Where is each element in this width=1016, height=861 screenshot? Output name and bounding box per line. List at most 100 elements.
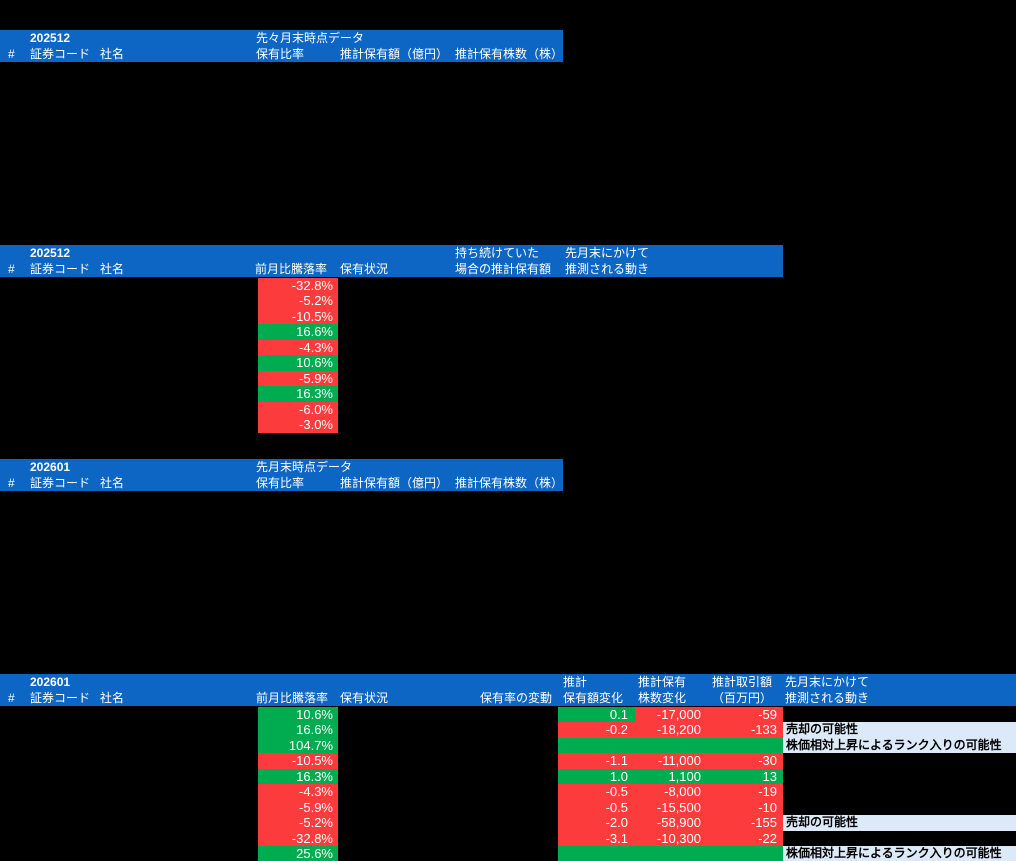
shares-change-cell[interactable]: -17,000 [635,706,710,723]
section3-col-code: 証券コード [30,476,91,490]
section1-period: 202512 [30,31,71,45]
tx-amount-cell[interactable]: -10 [710,799,783,816]
section1-col-name: 社名 [100,47,125,61]
shares-change-cell[interactable]: -11,000 [635,753,710,769]
pct-change-cell[interactable]: -32.8% [258,830,338,847]
section2-col-move-line1: 先月末にかけて [565,246,650,260]
pct-change-cell[interactable]: 104.7% [258,737,338,754]
section2-col-status: 保有状況 [340,262,389,276]
section4-col-status: 保有状況 [340,691,389,705]
section4-col-tx-line2: （百万円） [712,691,773,705]
section2-col-kept-line1: 持ち続けていた [455,246,540,260]
pct-change-cell[interactable]: 16.6% [258,324,338,340]
section2-col-change: 前月比騰落率 [255,262,328,276]
amount-change-cell[interactable]: -2.0 [558,815,635,831]
shares-change-cell[interactable] [635,846,710,861]
section4-col-shares-line2: 株数変化 [638,691,687,705]
section2-col-move-line2: 推測される動き [565,262,650,276]
section3-col-shares: 推計保有株数（株） [455,476,564,490]
pct-change-cell[interactable]: 25.6% [258,846,338,861]
move-note-cell[interactable]: 売却の可能性 [783,722,1016,738]
table-row: -4.3% [0,339,1016,356]
pct-change-cell[interactable]: -10.5% [258,753,338,769]
section4-col-tx-line1: 推計取引額 [712,675,773,689]
section4-col-name: 社名 [100,691,125,705]
tx-amount-cell[interactable]: -30 [710,753,783,769]
shares-change-cell[interactable]: -18,200 [635,722,710,738]
pct-change-cell[interactable]: 16.3% [258,386,338,402]
amount-change-cell[interactable]: 1.0 [558,768,635,785]
section2-rows: -32.8% -5.2% -10.5% 16.6% -4.3% 10.6% -5… [0,277,1016,433]
section2-col-kept-line2: 場合の推計保有額 [455,262,552,276]
table-row: 104.7% 株価相対上昇によるランク入りの可能性 [0,737,1016,754]
section1-col-amount: 推計保有額（億円） [340,47,449,61]
move-note-cell[interactable] [783,784,1016,800]
section2-col-num: # [8,262,15,276]
amount-change-cell[interactable] [558,846,635,861]
pct-change-cell[interactable]: 16.6% [258,722,338,738]
pct-change-cell[interactable]: -4.3% [258,784,338,800]
section3-col-ratio: 保有比率 [256,476,305,490]
pct-change-cell[interactable]: -6.0% [258,401,338,418]
amount-change-cell[interactable]: -0.5 [558,799,635,816]
pct-change-cell[interactable]: -5.2% [258,293,338,309]
tx-amount-cell[interactable]: -133 [710,722,783,738]
table-row: -10.5% -1.1 -11,000 -30 [0,753,1016,769]
shares-change-cell[interactable]: 1,100 [635,768,710,785]
amount-change-cell[interactable]: 0.1 [558,706,635,723]
section2-period: 202512 [30,246,71,260]
pct-change-cell[interactable]: 10.6% [258,706,338,723]
table-row: 25.6% 株価相対上昇によるランク入りの可能性 [0,846,1016,861]
shares-change-cell[interactable]: -58,900 [635,815,710,831]
table-row: -32.8% -3.1 -10,300 -22 [0,830,1016,847]
amount-change-cell[interactable]: -0.2 [558,722,635,738]
tx-amount-cell[interactable]: -19 [710,784,783,800]
section4-col-change: 前月比騰落率 [256,691,329,705]
pct-change-cell[interactable]: -5.9% [258,799,338,816]
table-row: -4.3% -0.5 -8,000 -19 [0,784,1016,800]
move-note-cell[interactable] [783,831,1016,847]
table-row: 10.6% [0,355,1016,371]
pct-change-cell[interactable]: -5.9% [258,370,338,387]
section4-col-code: 証券コード [30,691,91,705]
move-note-cell[interactable]: 株価相対上昇によるランク入りの可能性 [783,737,1016,754]
section4-col-shares-line1: 推計保有 [638,675,687,689]
table-row: 16.6% -0.2 -18,200 -133 売却の可能性 [0,722,1016,738]
move-note-cell[interactable] [783,769,1016,785]
tx-amount-cell[interactable]: -59 [710,706,783,723]
section1-col-num: # [8,47,15,61]
section1-header: 202512 先々月末時点データ # 証券コード 社名 保有比率 推計保有額（億… [0,30,563,62]
move-note-cell[interactable]: 売却の可能性 [783,815,1016,831]
pct-change-cell[interactable]: -5.2% [258,815,338,831]
move-note-cell[interactable] [783,753,1016,769]
pct-change-cell[interactable]: -10.5% [258,308,338,325]
section2-header: 202512 持ち続けていた 先月末にかけて # 証券コード 社名 前月比騰落率… [0,245,783,277]
shares-change-cell[interactable]: -15,500 [635,799,710,816]
move-note-cell[interactable] [783,707,1016,723]
pct-change-cell[interactable]: 10.6% [258,355,338,371]
section4-col-amt-line2: 保有額変化 [563,691,624,705]
amount-change-cell[interactable]: -3.1 [558,830,635,847]
pct-change-cell[interactable]: 16.3% [258,768,338,785]
section1-col-shares: 推計保有株数（株） [455,47,564,61]
move-note-cell[interactable] [783,800,1016,816]
section1-col-ratio: 保有比率 [256,47,305,61]
table-row: 16.6% [0,324,1016,340]
shares-change-cell[interactable] [635,737,710,754]
amount-change-cell[interactable]: -1.1 [558,753,635,769]
tx-amount-cell[interactable]: 13 [710,768,783,785]
table-row: -5.2% -2.0 -58,900 -155 売却の可能性 [0,815,1016,831]
tx-amount-cell[interactable]: -155 [710,815,783,831]
amount-change-cell[interactable] [558,737,635,754]
pct-change-cell[interactable]: -3.0% [258,417,338,433]
tx-amount-cell[interactable]: -22 [710,830,783,847]
pct-change-cell[interactable]: -4.3% [258,339,338,356]
pct-change-cell[interactable]: -32.8% [258,277,338,294]
shares-change-cell[interactable]: -10,300 [635,830,710,847]
amount-change-cell[interactable]: -0.5 [558,784,635,800]
tx-amount-cell[interactable] [710,737,783,754]
tx-amount-cell[interactable] [710,846,783,861]
shares-change-cell[interactable]: -8,000 [635,784,710,800]
section3-col-name: 社名 [100,476,125,490]
move-note-cell[interactable]: 株価相対上昇によるランク入りの可能性 [783,846,1016,861]
